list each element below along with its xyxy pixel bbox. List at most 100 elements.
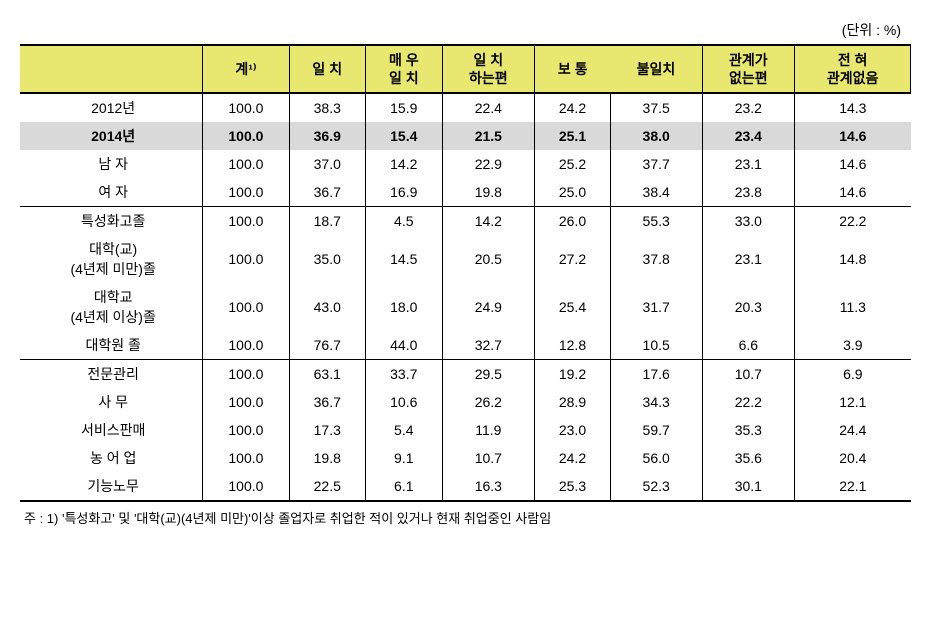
col-header-4: 일 치하는편 bbox=[442, 45, 535, 93]
cell: 14.6 bbox=[795, 122, 911, 150]
cell: 23.1 bbox=[702, 235, 795, 283]
cell: 15.4 bbox=[366, 122, 443, 150]
cell: 52.3 bbox=[610, 472, 702, 501]
unit-label: (단위 : %) bbox=[20, 20, 911, 40]
cell: 20.4 bbox=[795, 444, 911, 472]
cell: 27.2 bbox=[535, 235, 611, 283]
cell: 12.1 bbox=[795, 388, 911, 416]
cell: 59.7 bbox=[610, 416, 702, 444]
cell: 43.0 bbox=[289, 283, 366, 331]
table-row: 2014년100.036.915.421.525.138.023.414.6 bbox=[20, 122, 911, 150]
cell: 37.7 bbox=[610, 150, 702, 178]
cell: 14.3 bbox=[795, 93, 911, 122]
cell: 11.3 bbox=[795, 283, 911, 331]
cell: 23.1 bbox=[702, 150, 795, 178]
cell: 19.2 bbox=[535, 360, 611, 389]
cell: 14.6 bbox=[795, 178, 911, 207]
row-label: 대학교(4년제 이상)졸 bbox=[20, 283, 203, 331]
cell: 23.0 bbox=[535, 416, 611, 444]
cell: 38.3 bbox=[289, 93, 366, 122]
cell: 12.8 bbox=[535, 331, 611, 360]
cell: 24.9 bbox=[442, 283, 535, 331]
cell: 100.0 bbox=[203, 360, 289, 389]
cell: 33.0 bbox=[702, 207, 795, 236]
table-row: 대학원 졸100.076.744.032.712.810.56.63.9 bbox=[20, 331, 911, 360]
cell: 18.7 bbox=[289, 207, 366, 236]
cell: 10.5 bbox=[610, 331, 702, 360]
cell: 100.0 bbox=[203, 416, 289, 444]
cell: 55.3 bbox=[610, 207, 702, 236]
cell: 19.8 bbox=[442, 178, 535, 207]
cell: 35.3 bbox=[702, 416, 795, 444]
table-row: 대학교(4년제 이상)졸100.043.018.024.925.431.720.… bbox=[20, 283, 911, 331]
table-row: 전문관리100.063.133.729.519.217.610.76.9 bbox=[20, 360, 911, 389]
cell: 36.9 bbox=[289, 122, 366, 150]
cell: 22.5 bbox=[289, 472, 366, 501]
cell: 100.0 bbox=[203, 93, 289, 122]
footnote: 주 : 1) '특성화고' 및 '대학(교)(4년제 미만)'이상 졸업자로 취… bbox=[20, 508, 911, 527]
table-row: 기능노무100.022.56.116.325.352.330.122.1 bbox=[20, 472, 911, 501]
cell: 16.9 bbox=[366, 178, 443, 207]
table-row: 2012년100.038.315.922.424.237.523.214.3 bbox=[20, 93, 911, 122]
col-header-5: 보 통 bbox=[535, 45, 611, 93]
cell: 25.1 bbox=[535, 122, 611, 150]
cell: 35.0 bbox=[289, 235, 366, 283]
col-header-2: 일 치 bbox=[289, 45, 366, 93]
cell: 35.6 bbox=[702, 444, 795, 472]
cell: 22.4 bbox=[442, 93, 535, 122]
row-label: 2012년 bbox=[20, 93, 203, 122]
cell: 23.2 bbox=[702, 93, 795, 122]
cell: 36.7 bbox=[289, 178, 366, 207]
col-header-1: 계¹⁾ bbox=[203, 45, 289, 93]
cell: 100.0 bbox=[203, 122, 289, 150]
cell: 56.0 bbox=[610, 444, 702, 472]
col-header-6: 불일치 bbox=[610, 45, 702, 93]
cell: 29.5 bbox=[442, 360, 535, 389]
table-row: 대학(교)(4년제 미만)졸100.035.014.520.527.237.82… bbox=[20, 235, 911, 283]
cell: 15.9 bbox=[366, 93, 443, 122]
cell: 38.4 bbox=[610, 178, 702, 207]
cell: 14.6 bbox=[795, 150, 911, 178]
cell: 6.1 bbox=[366, 472, 443, 501]
cell: 34.3 bbox=[610, 388, 702, 416]
cell: 5.4 bbox=[366, 416, 443, 444]
cell: 24.2 bbox=[535, 93, 611, 122]
cell: 6.9 bbox=[795, 360, 911, 389]
table-body: 2012년100.038.315.922.424.237.523.214.320… bbox=[20, 93, 911, 501]
cell: 24.2 bbox=[535, 444, 611, 472]
cell: 76.7 bbox=[289, 331, 366, 360]
cell: 31.7 bbox=[610, 283, 702, 331]
cell: 100.0 bbox=[203, 150, 289, 178]
table-row: 여 자100.036.716.919.825.038.423.814.6 bbox=[20, 178, 911, 207]
table-row: 서비스판매100.017.35.411.923.059.735.324.4 bbox=[20, 416, 911, 444]
cell: 14.8 bbox=[795, 235, 911, 283]
col-header-0 bbox=[20, 45, 203, 93]
cell: 25.0 bbox=[535, 178, 611, 207]
row-label: 전문관리 bbox=[20, 360, 203, 389]
cell: 20.5 bbox=[442, 235, 535, 283]
cell: 100.0 bbox=[203, 283, 289, 331]
table-row: 사 무100.036.710.626.228.934.322.212.1 bbox=[20, 388, 911, 416]
cell: 10.7 bbox=[702, 360, 795, 389]
cell: 23.4 bbox=[702, 122, 795, 150]
cell: 36.7 bbox=[289, 388, 366, 416]
cell: 3.9 bbox=[795, 331, 911, 360]
row-label: 기능노무 bbox=[20, 472, 203, 501]
cell: 38.0 bbox=[610, 122, 702, 150]
data-table: 계¹⁾일 치매 우일 치일 치하는편보 통불일치관계가없는편전 혀관계없음 20… bbox=[20, 44, 911, 502]
cell: 25.4 bbox=[535, 283, 611, 331]
cell: 24.4 bbox=[795, 416, 911, 444]
cell: 44.0 bbox=[366, 331, 443, 360]
cell: 25.2 bbox=[535, 150, 611, 178]
col-header-3: 매 우일 치 bbox=[366, 45, 443, 93]
cell: 14.2 bbox=[366, 150, 443, 178]
cell: 14.5 bbox=[366, 235, 443, 283]
cell: 4.5 bbox=[366, 207, 443, 236]
cell: 100.0 bbox=[203, 388, 289, 416]
cell: 100.0 bbox=[203, 472, 289, 501]
cell: 100.0 bbox=[203, 235, 289, 283]
cell: 26.2 bbox=[442, 388, 535, 416]
cell: 16.3 bbox=[442, 472, 535, 501]
cell: 25.3 bbox=[535, 472, 611, 501]
cell: 11.9 bbox=[442, 416, 535, 444]
